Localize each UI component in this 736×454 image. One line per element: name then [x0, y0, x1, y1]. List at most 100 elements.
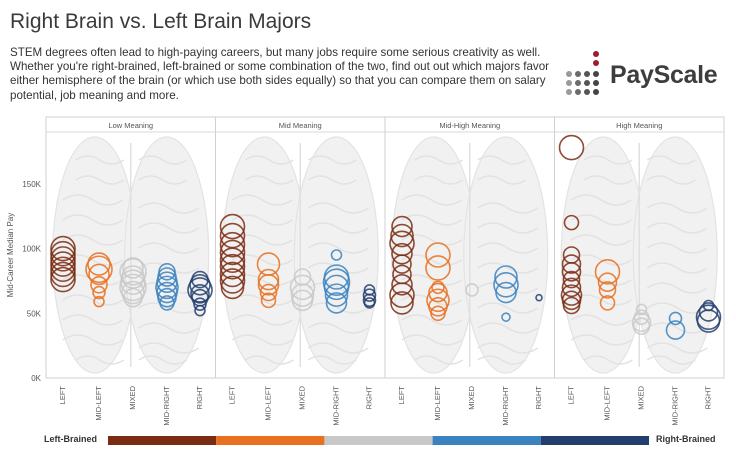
data-point	[390, 291, 414, 315]
y-tick-label: 0K	[31, 374, 41, 383]
x-tick-label: MID-RIGHT	[501, 386, 510, 426]
x-tick-label: MID-RIGHT	[162, 386, 171, 426]
x-tick-label: LEFT	[58, 386, 67, 405]
panel-title: Mid Meaning	[279, 121, 322, 130]
data-point	[391, 273, 413, 296]
panel-title: Mid-High Meaning	[439, 121, 500, 130]
data-point	[190, 284, 210, 304]
data-point	[560, 284, 583, 306]
panel-low-meaning: Low Meaning LEFT MID-LEFT MIXED MID-RIGHT RIG…	[45, 116, 216, 426]
data-point	[324, 283, 349, 307]
data-point	[428, 296, 448, 317]
data-point	[495, 281, 517, 304]
data-point	[88, 263, 110, 286]
data-point	[219, 268, 246, 294]
payscale-dots-icon	[566, 51, 599, 95]
x-tick-label: MID-LEFT	[264, 386, 273, 421]
data-point	[87, 252, 111, 276]
data-point	[325, 292, 348, 314]
data-point	[220, 275, 245, 300]
data-point	[257, 273, 280, 296]
data-point	[598, 281, 617, 299]
data-point	[187, 277, 213, 303]
data-point	[632, 317, 651, 336]
data-point	[85, 255, 113, 284]
y-tick-label: 150K	[22, 180, 41, 189]
data-point	[289, 274, 316, 301]
data-point	[219, 253, 246, 280]
data-point	[428, 282, 448, 303]
data-point	[493, 271, 519, 298]
legend-bar	[108, 436, 649, 445]
data-point	[293, 268, 312, 286]
data-point	[392, 254, 412, 274]
data-point	[562, 296, 581, 315]
data-point	[290, 283, 315, 307]
data-point	[698, 302, 719, 322]
data-point	[665, 320, 686, 340]
data-point	[50, 251, 76, 277]
x-tick-label: RIGHT	[534, 386, 543, 410]
data-point	[431, 280, 445, 295]
data-point	[121, 280, 145, 305]
data-point	[123, 287, 143, 308]
data-point	[425, 255, 451, 281]
y-axis-label: Mid-Career Median Pay	[6, 213, 15, 297]
x-tick-label: MID-LEFT	[433, 386, 442, 421]
brain-image	[560, 136, 718, 374]
panel-title: Low Meaning	[108, 121, 153, 130]
data-point	[50, 235, 76, 262]
data-point	[561, 290, 582, 311]
data-point	[391, 215, 413, 238]
legend-right-label: Right-Brained	[656, 434, 716, 444]
data-point	[561, 277, 582, 298]
data-point	[635, 303, 648, 316]
legend-swatch	[432, 436, 541, 445]
legend-left-label: Left-Brained	[44, 434, 98, 444]
y-tick-label: 100K	[22, 245, 41, 254]
data-point	[323, 274, 350, 301]
data-point	[219, 239, 246, 266]
data-point	[597, 272, 618, 292]
data-point	[193, 297, 207, 312]
brain-image	[221, 136, 379, 374]
data-point	[561, 254, 582, 274]
data-point	[391, 242, 413, 265]
x-tick-label: MID-RIGHT	[671, 386, 680, 426]
x-tick-label: MIXED	[637, 385, 646, 409]
panel-mid-high-meaning: Mid-High Meaning LEFT MID-LEFT MIXED MID-RIG…	[384, 116, 555, 426]
panels-layer: Low Meaning LEFT MID-LEFT MIXED MID-RIGHT RIG…	[45, 116, 725, 426]
y-tick-label: 50K	[27, 309, 42, 318]
data-point	[156, 281, 178, 304]
data-point	[291, 289, 314, 312]
chart-title: Right Brain vs. Left Brain Majors	[10, 10, 312, 33]
x-tick-label: RIGHT	[704, 386, 713, 410]
data-point	[501, 312, 511, 322]
x-tick-label: LEFT	[567, 386, 576, 405]
data-point	[558, 134, 585, 161]
y-axis: Mid-Career Median Pay 0K 50K 100K 150K	[6, 180, 42, 383]
data-point	[695, 304, 722, 330]
data-point	[50, 261, 76, 288]
x-tick-label: MID-RIGHT	[332, 386, 341, 426]
x-tick-label: RIGHT	[195, 386, 204, 410]
data-point	[219, 247, 246, 273]
data-point	[363, 297, 376, 309]
data-point	[631, 312, 652, 333]
data-point	[430, 305, 446, 322]
data-point	[494, 265, 518, 289]
data-point	[257, 268, 280, 291]
data-point	[561, 262, 582, 282]
data-point	[362, 293, 377, 308]
legend-swatch	[540, 436, 649, 445]
data-point	[389, 282, 415, 308]
data-point	[668, 311, 683, 326]
data-point	[426, 288, 450, 313]
payscale-logo: PayScale	[562, 50, 722, 106]
data-point	[390, 223, 414, 248]
data-point	[50, 246, 76, 272]
data-point	[122, 257, 144, 279]
data-point	[260, 292, 277, 309]
x-tick-label: MIXED	[467, 385, 476, 409]
